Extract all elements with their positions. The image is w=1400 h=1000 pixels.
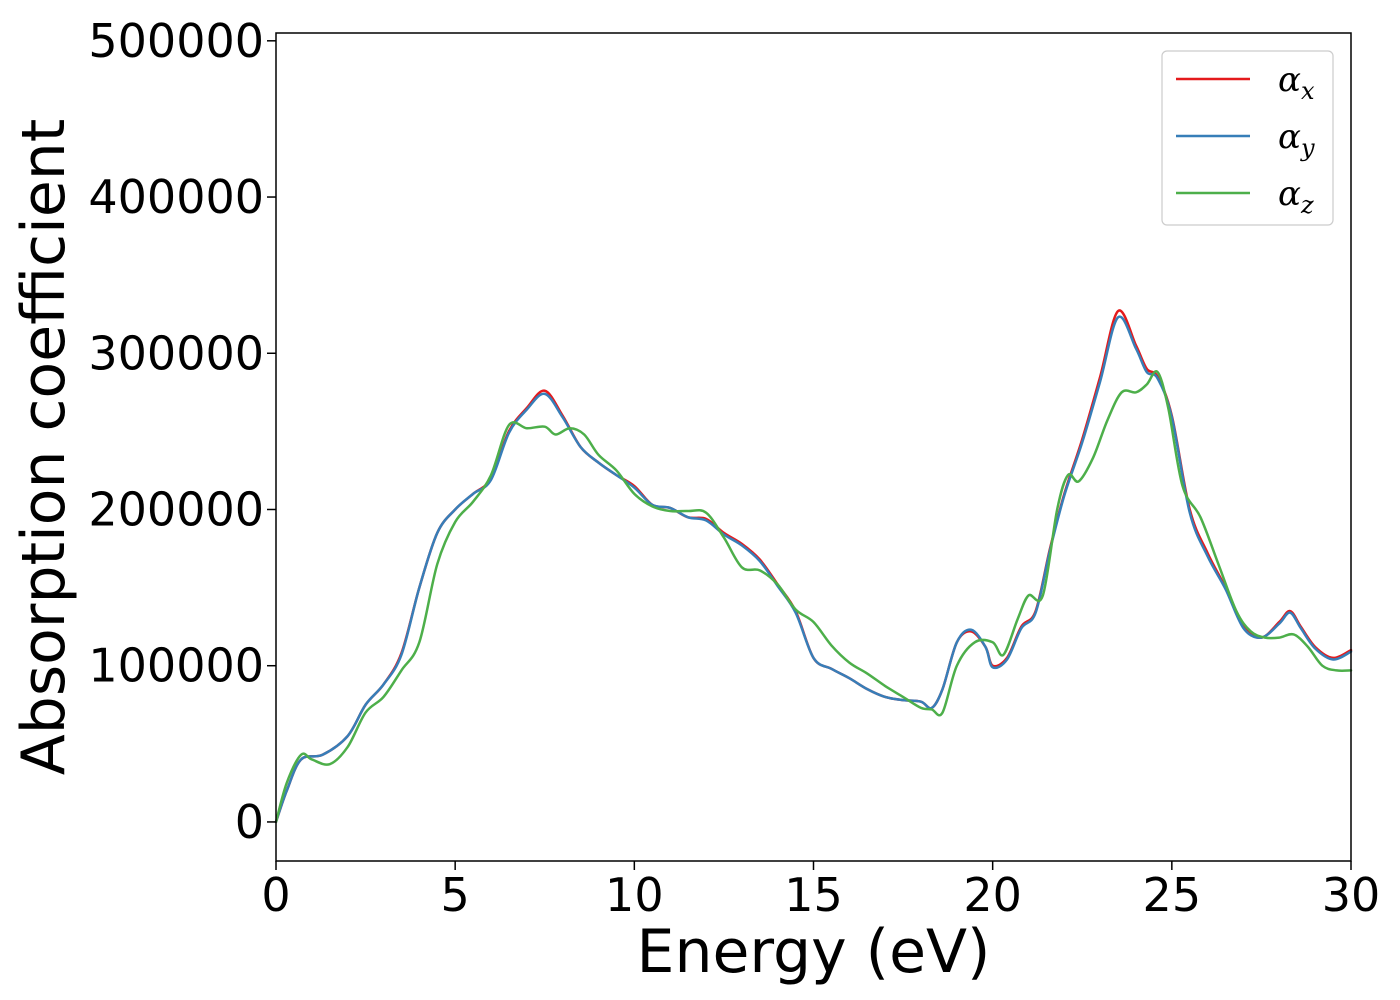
y-tick-label: 200000 bbox=[88, 482, 264, 536]
x-tick-label: 20 bbox=[963, 868, 1022, 922]
x-tick-label: 30 bbox=[1322, 868, 1381, 922]
x-tick-label: 5 bbox=[441, 868, 470, 922]
x-tick-label: 15 bbox=[784, 868, 843, 922]
y-axis-label: Absorption coefficient bbox=[9, 119, 79, 776]
y-tick-label: 400000 bbox=[88, 170, 264, 224]
series-layer bbox=[274, 309, 1353, 824]
legend-box bbox=[1161, 50, 1334, 226]
series-line-alpha-z bbox=[274, 370, 1353, 824]
x-tick-label: 0 bbox=[261, 868, 290, 922]
y-tick-label: 300000 bbox=[88, 326, 264, 380]
x-tick-label: 10 bbox=[605, 868, 664, 922]
y-tick-label: 500000 bbox=[88, 14, 264, 68]
y-tick-label: 100000 bbox=[88, 639, 264, 693]
axis-ticks: 0 5 10 15 20 25 30 0 100000 200000 300000 400000 500… bbox=[88, 14, 1380, 922]
x-axis-label: Energy (eV) bbox=[637, 917, 991, 987]
series-line-alpha-y bbox=[274, 315, 1353, 824]
x-tick-label: 25 bbox=[1143, 868, 1202, 922]
y-tick-label: 0 bbox=[235, 795, 264, 849]
